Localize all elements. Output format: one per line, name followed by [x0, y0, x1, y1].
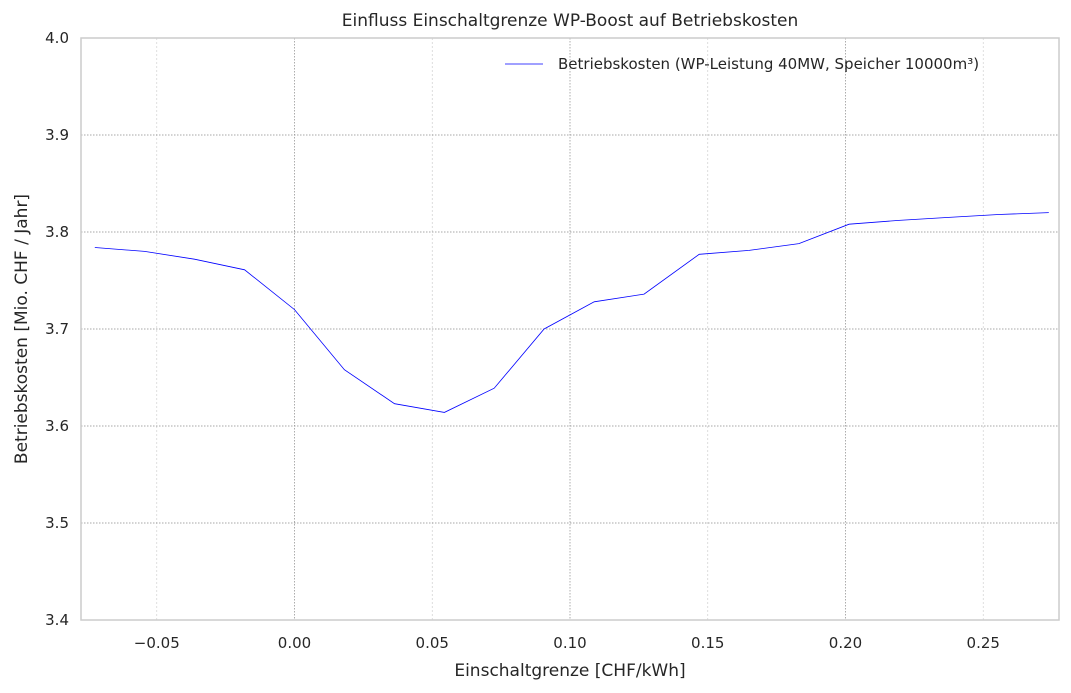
y-tick-label: 3.9	[45, 126, 69, 144]
x-tick-label: −0.05	[134, 634, 180, 652]
x-axis-label: Einschaltgrenze [CHF/kWh]	[454, 661, 685, 681]
legend: Betriebskosten (WP-Leistung 40MW, Speich…	[505, 55, 979, 73]
x-axis-ticks: −0.05 0.00 0.05 0.10 0.15 0.20 0.25	[134, 634, 1000, 652]
plot-area	[94, 212, 1049, 413]
x-tick-label: 0.20	[829, 634, 862, 652]
series-line	[94, 212, 1049, 413]
x-tick-label: 0.05	[416, 634, 449, 652]
y-tick-label: 3.7	[45, 320, 69, 338]
x-tick-label: 0.25	[967, 634, 1000, 652]
y-tick-label: 3.6	[45, 417, 69, 435]
y-tick-label: 4.0	[45, 29, 69, 47]
y-tick-label: 3.5	[45, 514, 69, 532]
chart-title: Einfluss Einschaltgrenze WP-Boost auf Be…	[342, 11, 798, 31]
grid	[80, 37, 1060, 621]
y-tick-label: 3.4	[45, 611, 69, 629]
plot-border	[80, 37, 1060, 621]
x-tick-label: 0.00	[278, 634, 311, 652]
y-tick-label: 3.8	[45, 223, 69, 241]
y-axis-ticks: 3.4 3.5 3.6 3.7 3.8 3.9 4.0	[45, 29, 69, 629]
y-axis-label: Betriebskosten [Mio. CHF / Jahr]	[12, 194, 32, 464]
x-tick-label: 0.10	[553, 634, 586, 652]
x-tick-label: 0.15	[691, 634, 724, 652]
legend-entry: Betriebskosten (WP-Leistung 40MW, Speich…	[558, 55, 979, 73]
